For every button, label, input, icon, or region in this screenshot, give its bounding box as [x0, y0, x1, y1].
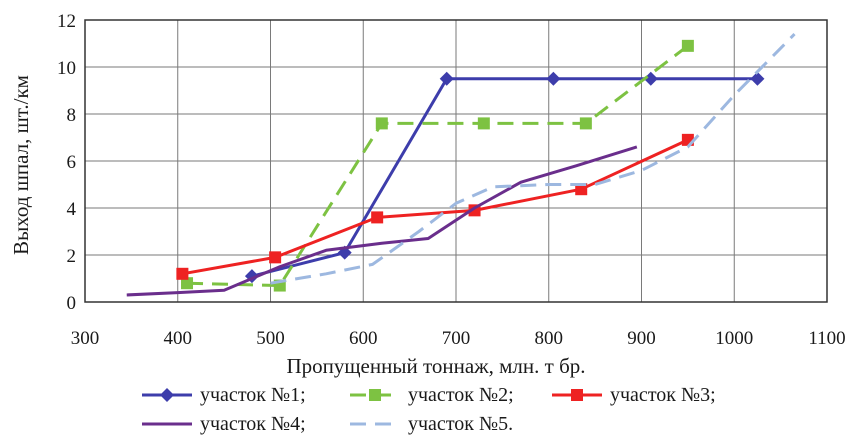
- legend-item: участок №1;: [142, 384, 306, 406]
- x-tick-label: 600: [349, 328, 378, 349]
- legend-label: участок №1;: [200, 384, 306, 406]
- legend-label: участок №2;: [408, 384, 514, 406]
- data-point: [575, 183, 588, 196]
- x-tick-label: 700: [442, 328, 471, 349]
- legend-label: участок №3;: [610, 384, 716, 406]
- legend-item: участок №2;: [350, 384, 514, 406]
- x-tick-labels: 300 400 500 600 700 800 900 1000 1100: [71, 328, 846, 349]
- series-3: [176, 133, 694, 280]
- series-1: [244, 71, 765, 284]
- y-tick-label: 0: [67, 293, 77, 314]
- x-tick-label: 1000: [715, 328, 753, 349]
- legend-item: участок №3;: [552, 384, 716, 406]
- x-tick-label: 900: [627, 328, 656, 349]
- y-tick-label: 8: [67, 105, 77, 126]
- y-tick-labels: 0 2 4 6 8 10 12: [57, 11, 77, 314]
- x-axis-title: Пропущенный тоннаж, млн. т бр.: [286, 354, 585, 378]
- data-point: [681, 39, 694, 52]
- legend-swatch-marker: [160, 388, 174, 402]
- data-point: [750, 71, 765, 86]
- y-tick-label: 10: [57, 58, 76, 79]
- y-axis-title: Выход шпал, шт./км: [9, 75, 33, 255]
- y-tick-label: 12: [57, 11, 76, 32]
- data-point: [176, 267, 189, 280]
- x-tick-label: 300: [71, 328, 100, 349]
- x-tick-label: 400: [164, 328, 193, 349]
- series-line: [186, 44, 689, 288]
- legend-label: участок №4;: [200, 413, 306, 435]
- y-tick-label: 4: [67, 199, 77, 220]
- legend-item: участок №5.: [350, 413, 513, 435]
- data-point: [375, 117, 388, 130]
- data-point: [269, 251, 282, 264]
- grid-lines: [84, 19, 828, 303]
- series-2: [181, 39, 694, 292]
- data-point: [181, 277, 194, 290]
- series-line: [270, 33, 796, 285]
- series-5: [270, 33, 796, 285]
- data-point: [371, 211, 384, 224]
- legend-swatch-marker: [571, 389, 583, 401]
- legend-item: участок №4;: [142, 413, 306, 435]
- data-point: [579, 117, 592, 130]
- legend: участок №1; участок №2; участок №3; участок…: [142, 384, 716, 435]
- data-point: [477, 117, 490, 130]
- y-tick-label: 6: [67, 152, 77, 173]
- x-tick-label: 1100: [808, 328, 845, 349]
- legend-swatch-marker: [369, 389, 381, 401]
- data-point: [439, 71, 454, 86]
- series-line: [182, 138, 689, 276]
- series-line: [126, 145, 638, 297]
- legend-label: участок №5.: [408, 413, 513, 435]
- x-tick-label: 800: [535, 328, 564, 349]
- data-point: [546, 71, 561, 86]
- series-line: [251, 77, 758, 278]
- plot-frame: [84, 19, 828, 303]
- data-point: [643, 71, 658, 86]
- series-layer: [126, 33, 796, 297]
- series-4: [126, 145, 638, 297]
- y-tick-label: 2: [67, 246, 77, 267]
- x-tick-label: 500: [256, 328, 285, 349]
